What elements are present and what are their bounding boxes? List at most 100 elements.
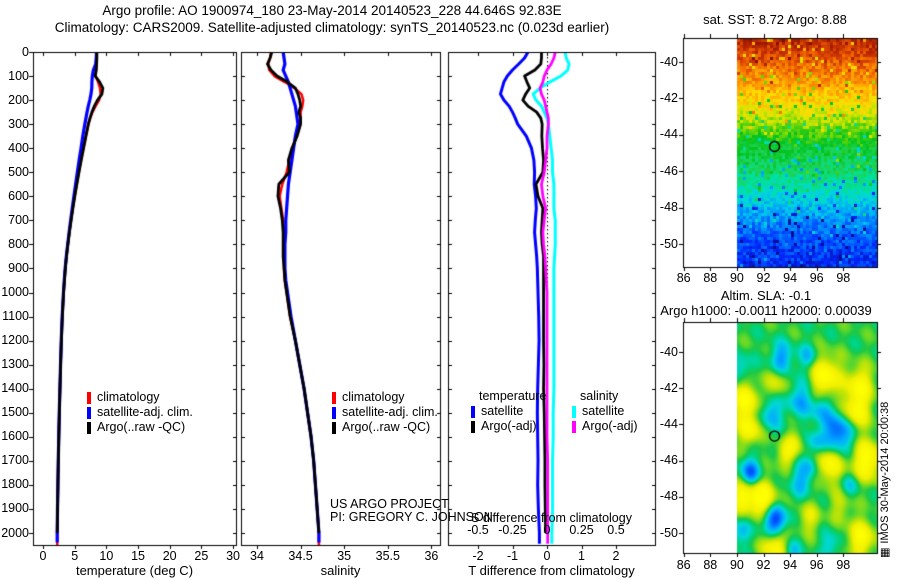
climatology-line-sample — [87, 391, 91, 404]
sla-caption-line1: Altim. SLA: -0.1 — [720, 288, 812, 303]
sdiff-scale-label: 0 — [543, 523, 551, 537]
figure-title-line1: Argo profile: AO 1900974_180 23-May-2014… — [102, 3, 562, 18]
temperature-tick-label: 20 — [162, 549, 177, 563]
tdiff-axis-label: T difference from climatology — [468, 563, 635, 578]
argo-line-sample — [87, 421, 91, 434]
depth-tick-label: 0 — [22, 44, 29, 59]
sst-map-lat-tick-label: -44 — [659, 127, 678, 142]
sdiff-scale-label: -0.25 — [498, 523, 527, 537]
salinity-tick-label: 35 — [337, 549, 352, 563]
sst-map-lon-tick-label: 98 — [836, 271, 851, 285]
satellite-salinity-line-sample — [572, 405, 576, 418]
sst-map-lat-tick-label: -42 — [659, 90, 678, 105]
sla-map-lat-tick-label: -50 — [659, 525, 678, 540]
depth-tick-label: 1100 — [2, 309, 29, 324]
argo-adj-salinity-line-sample — [572, 420, 576, 433]
depth-tick-label: 400 — [8, 140, 29, 155]
sdiff-inner-label: S difference from climatology — [471, 511, 632, 525]
sst-map-lon-tick-label: 92 — [756, 271, 771, 285]
temperature-tick-label: 30 — [226, 549, 240, 563]
sst-map-lat-tick-label: -48 — [659, 200, 678, 215]
us-argo-project-annotation: US ARGO PROJECT — [330, 497, 449, 511]
sdiff-scale-label: -0.5 — [467, 523, 489, 537]
depth-tick-label: 1300 — [1, 357, 29, 372]
sla-caption-line2: Argo h1000: -0.0011 h2000: 0.00039 — [660, 303, 872, 318]
sla-map-lon-tick-label: 88 — [703, 558, 718, 572]
legend-label: climatology — [342, 390, 405, 404]
legend-item: satellite-adj. clim. — [87, 405, 193, 420]
legend-label: satellite-adj. clim. — [97, 405, 193, 419]
salinity-tick-label: 35.5 — [375, 549, 400, 563]
temperature-legend: climatology satellite-adj. clim. Argo(..… — [87, 390, 193, 435]
depth-tick-label: 200 — [8, 92, 29, 107]
depth-tick-label: 1600 — [1, 429, 29, 444]
temperature-tick-label: 0 — [39, 549, 47, 563]
depth-tick-label: 1400 — [1, 381, 29, 396]
sla-map-lat-tick-label: -48 — [659, 489, 678, 504]
depth-tick-label: 100 — [8, 68, 29, 83]
salinity-tick-label: 34.5 — [288, 549, 313, 563]
legend-item: Argo(-adj) — [471, 419, 546, 434]
legend-item: satellite — [471, 404, 546, 419]
legend-label: Argo(..raw -QC) — [97, 420, 186, 434]
legend-label: Argo(..raw -QC) — [342, 420, 431, 434]
sla-map-lat-tick-label: -40 — [659, 344, 678, 359]
sst-map-lon-tick-label: 86 — [676, 271, 691, 285]
sla-map-lon-tick-label: 96 — [809, 558, 824, 572]
legend-label: satellite — [481, 404, 524, 418]
imos-watermark: ▦ IMOS 30-May-2014 20:00:38 — [879, 322, 891, 558]
sla-map-lon-tick-label: 98 — [836, 558, 851, 572]
depth-tick-label: 300 — [8, 116, 29, 131]
legend-item: climatology — [332, 390, 438, 405]
legend-label: Argo(-adj) — [582, 419, 638, 433]
temperature-tick-label: 15 — [131, 549, 145, 563]
sla-map-lon-tick-label: 92 — [756, 558, 771, 572]
depth-tick-label: 1000 — [1, 285, 29, 299]
sla-map-lat-tick-label: -46 — [659, 453, 678, 468]
depth-tick-label: 1700 — [1, 453, 29, 468]
depth-tick-label: 500 — [8, 164, 29, 179]
tdiff-tick-label: 2 — [612, 549, 620, 563]
sst-map-lat-tick-label: -50 — [659, 236, 678, 251]
legend-item: satellite — [572, 404, 638, 419]
salinity-tick-label: 36 — [424, 549, 439, 563]
argo-adj-line-sample — [471, 420, 475, 433]
sst-map-lon-tick-label: 90 — [729, 271, 744, 285]
temperature-tick-label: 10 — [99, 549, 114, 563]
satellite-line-sample — [471, 405, 475, 418]
climatology-line-sample — [332, 391, 336, 404]
depth-tick-label: 1200 — [1, 333, 29, 348]
temperature-tick-label: 25 — [194, 549, 209, 563]
legend-header: salinity — [580, 389, 619, 403]
salinity-axis-label: salinity — [320, 563, 361, 578]
depth-tick-label: 1800 — [1, 477, 29, 492]
sst-map-lon-tick-label: 96 — [809, 271, 824, 285]
temperature-axis-label: temperature (deg C) — [75, 563, 194, 578]
imos-watermark-text: IMOS 30-May-2014 20:00:38 — [879, 401, 891, 544]
depth-tick-label: 900 — [8, 260, 29, 275]
temperature-tick-label: 5 — [71, 549, 79, 563]
tdiff-tick-label: -2 — [472, 549, 484, 563]
imos-logo-icon: ▦ — [879, 547, 891, 558]
legend-item: climatology — [87, 390, 193, 405]
tdiff-tick-label: 1 — [578, 549, 585, 563]
sla-map-lon-tick-label: 94 — [783, 558, 798, 572]
satellite-adj-line-sample — [332, 406, 336, 419]
sla-map-lon-tick-label: 86 — [676, 558, 691, 572]
depth-tick-label: 2000 — [1, 525, 29, 540]
salinity-tick-label: 34 — [250, 549, 264, 563]
depth-tick-label: 800 — [8, 236, 29, 251]
salinity-legend: climatology satellite-adj. clim. Argo(..… — [332, 390, 438, 435]
pi-annotation: PI: GREGORY C. JOHNSON — [330, 510, 493, 524]
depth-tick-label: 700 — [8, 212, 29, 227]
sdiff-scale-label: 0.25 — [569, 523, 594, 537]
tdiff-temperature-legend: temperature satellite Argo(-adj) — [471, 389, 546, 434]
sla-map-lon-tick-label: 90 — [729, 558, 744, 572]
tdiff-salinity-legend: salinity satellite Argo(-adj) — [572, 389, 638, 434]
depth-tick-label: 1500 — [1, 405, 29, 420]
tdiff-tick-label: 0 — [543, 549, 551, 563]
legend-label: climatology — [97, 390, 160, 404]
figure-title-line2: Climatology: CARS2009. Satellite-adjuste… — [54, 20, 610, 35]
